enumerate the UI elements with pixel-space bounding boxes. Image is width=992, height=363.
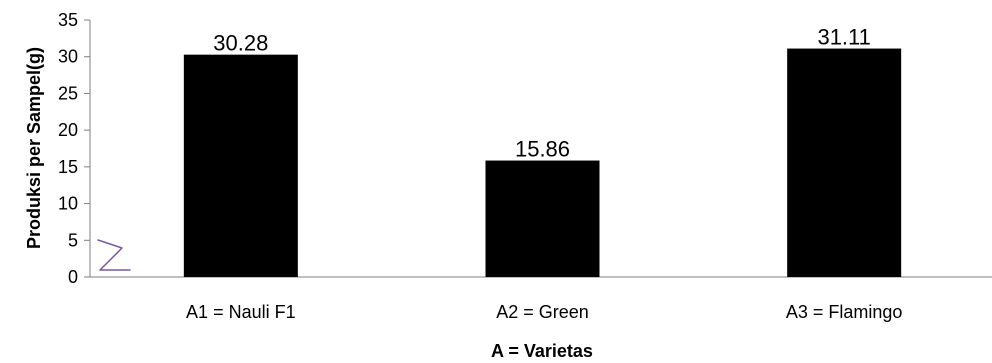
y-tick-label: 25 (58, 83, 78, 103)
data-labels: 30.28 15.86 31.11 (213, 25, 871, 162)
x-axis-title: A = Varietas (491, 341, 593, 361)
x-axis-category-labels: A1 = Nauli F1 A2 = Green A3 = Flamingo (186, 302, 902, 322)
y-tick-label: 5 (68, 230, 78, 250)
y-tick-label: 10 (58, 194, 78, 214)
y-tick-label: 0 (68, 267, 78, 287)
y-tick-label: 35 (58, 10, 78, 30)
bars (183, 48, 902, 277)
bar-2 (485, 160, 600, 277)
data-label-2: 15.86 (515, 137, 570, 162)
bar-1 (183, 54, 298, 277)
bar-3 (787, 48, 902, 277)
x-category-label-2: A2 = Green (496, 302, 589, 322)
y-axis-title: Produksi per Sampel(g) (24, 47, 44, 249)
x-category-label-1: A1 = Nauli F1 (186, 302, 296, 322)
handwritten-mark (97, 239, 131, 271)
y-axis-ticks: 0 5 10 15 20 25 30 35 (58, 10, 90, 287)
data-label-1: 30.28 (213, 31, 268, 56)
y-tick-label: 20 (58, 120, 78, 140)
x-category-label-3: A3 = Flamingo (786, 302, 903, 322)
y-tick-label: 30 (58, 47, 78, 67)
data-label-3: 31.11 (817, 25, 870, 50)
y-tick-label: 15 (58, 157, 78, 177)
